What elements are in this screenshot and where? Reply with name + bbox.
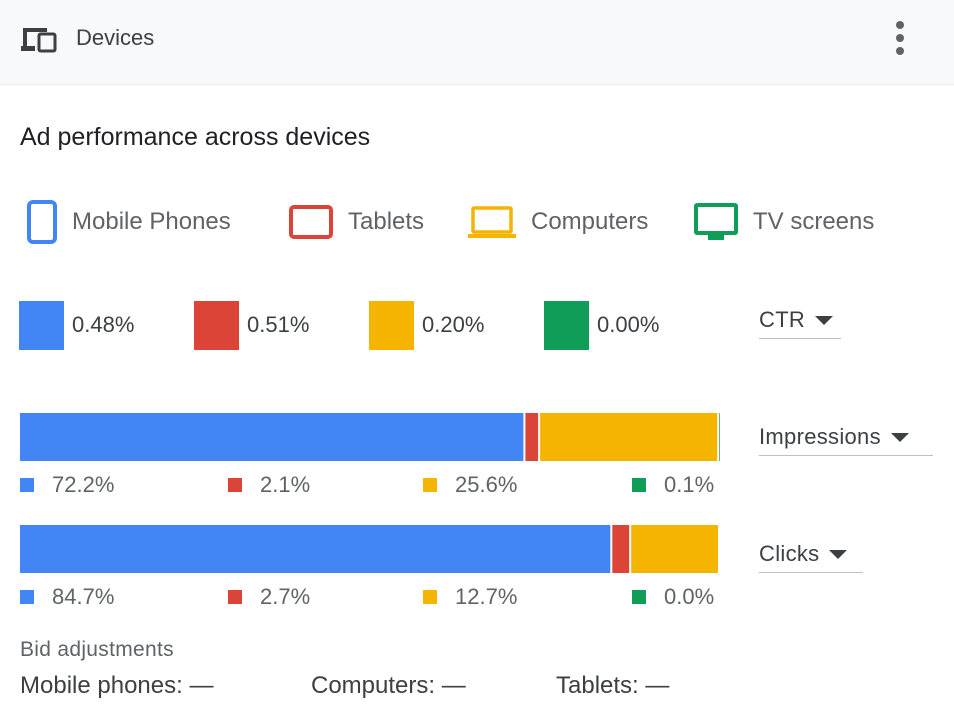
arrow-drop-down-icon xyxy=(890,432,909,442)
bar-segment-computers xyxy=(631,525,718,573)
bid-adjustments-label: Bid adjustments xyxy=(20,638,174,661)
mobile-phone-icon xyxy=(27,200,57,244)
legend-tablets: Tablets xyxy=(288,200,424,244)
bid-tablets: Tablets: — xyxy=(556,672,670,699)
legend-dot xyxy=(228,478,242,492)
bar-segment-computers xyxy=(540,413,718,461)
clicks-bar xyxy=(20,525,718,573)
legend-dot xyxy=(423,478,437,492)
impressions-pct-tv: 0.1% xyxy=(632,471,714,499)
percent-label: 84.7% xyxy=(52,584,115,609)
percent-label: 72.2% xyxy=(52,472,115,497)
bid-mobile: Mobile phones: — xyxy=(20,672,214,699)
bar-segment-mobile xyxy=(20,525,611,573)
metric-swatch xyxy=(544,300,589,350)
metric-tablets: 0.51% xyxy=(194,300,309,350)
metric-swatch xyxy=(369,300,414,350)
dropdown-label: Impressions xyxy=(759,424,881,449)
metric-swatch xyxy=(19,300,64,350)
metric-swatch xyxy=(194,300,239,350)
dropdown-label: Clicks xyxy=(759,541,820,566)
metric-mobile: 0.48% xyxy=(19,300,134,350)
metric-tv: 0.00% xyxy=(544,300,659,350)
legend-dot xyxy=(632,590,646,604)
legend-tv: TV screens xyxy=(693,200,874,244)
tablet-icon xyxy=(289,205,333,239)
impressions-dropdown[interactable]: Impressions xyxy=(759,419,933,456)
clicks-pct-mobile: 84.7% xyxy=(20,583,114,611)
legend-dot xyxy=(20,478,34,492)
legend-dot xyxy=(20,590,34,604)
legend-computers: Computers xyxy=(467,200,648,244)
clicks-pct-computers: 12.7% xyxy=(423,583,517,611)
legend-mobile: Mobile Phones xyxy=(26,200,231,244)
more-vert-icon[interactable] xyxy=(884,18,916,58)
legend-dot xyxy=(228,590,242,604)
legend-label: Tablets xyxy=(348,208,425,235)
impressions-pct-computers: 25.6% xyxy=(423,471,517,499)
metric-value: 0.48% xyxy=(72,312,135,337)
percent-label: 0.0% xyxy=(664,584,715,609)
card-header: Devices xyxy=(0,0,954,85)
impressions-pct-mobile: 72.2% xyxy=(20,471,114,499)
arrow-drop-down-icon xyxy=(829,549,848,559)
computer-icon xyxy=(468,206,516,238)
percent-label: 2.7% xyxy=(260,584,311,609)
metric-value: 0.00% xyxy=(597,312,660,337)
percent-label: 12.7% xyxy=(455,584,518,609)
card-title: Ad performance across devices xyxy=(20,123,371,151)
bar-segment-mobile xyxy=(20,413,524,461)
legend-label: Mobile Phones xyxy=(72,208,231,235)
arrow-drop-down-icon xyxy=(815,315,834,325)
devices-icon xyxy=(21,28,57,53)
metric-computers: 0.20% xyxy=(369,300,484,350)
clicks-pct-tablets: 2.7% xyxy=(228,583,310,611)
bar-segment-tablets xyxy=(612,525,630,573)
bar-segment-tablets xyxy=(525,413,539,461)
legend-dot xyxy=(632,478,646,492)
header-title: Devices xyxy=(76,25,155,50)
legend-label: TV screens xyxy=(753,208,875,235)
metric-value: 0.51% xyxy=(247,312,310,337)
impressions-bar xyxy=(20,413,720,461)
percent-label: 25.6% xyxy=(455,472,518,497)
metric-value: 0.20% xyxy=(422,312,485,337)
percent-label: 2.1% xyxy=(260,472,311,497)
metric-dropdown[interactable]: CTR xyxy=(759,302,841,339)
legend-label: Computers xyxy=(531,208,649,235)
bid-computers: Computers: — xyxy=(311,672,466,699)
clicks-dropdown[interactable]: Clicks xyxy=(759,536,863,573)
percent-label: 0.1% xyxy=(664,472,715,497)
legend-dot xyxy=(423,590,437,604)
tv-icon xyxy=(694,203,738,240)
dropdown-label: CTR xyxy=(759,307,806,332)
clicks-pct-tv: 0.0% xyxy=(632,583,714,611)
impressions-pct-tablets: 2.1% xyxy=(228,471,310,499)
bar-segment-tv xyxy=(719,413,720,461)
